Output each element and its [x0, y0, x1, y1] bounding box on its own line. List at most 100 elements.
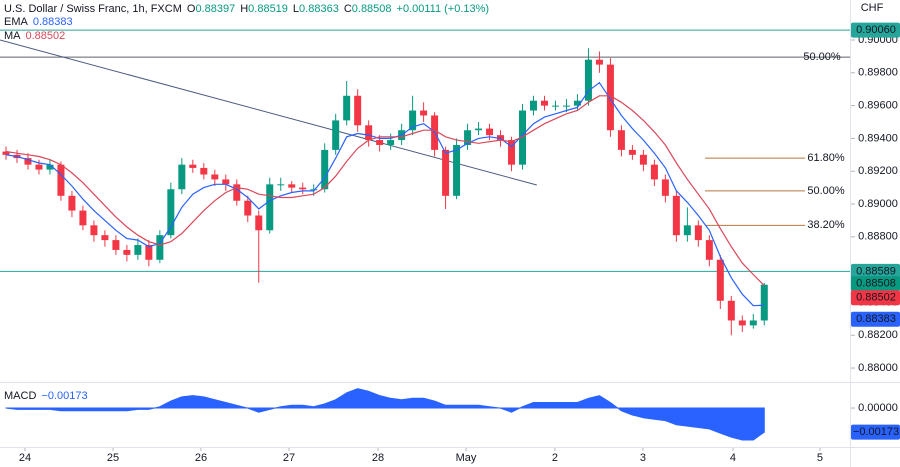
x-tick-label: 4	[730, 452, 736, 464]
candle-body	[101, 235, 109, 241]
price-tag-label: 0.88589	[856, 265, 896, 277]
candle-body	[277, 184, 285, 186]
candle-body	[112, 240, 120, 250]
candle-body	[255, 215, 263, 231]
candle-body	[365, 125, 373, 141]
legend-value: 0.88502	[26, 30, 66, 42]
candle-body	[24, 158, 32, 165]
ohlc-key: O	[187, 3, 196, 15]
candle-body	[716, 259, 724, 301]
candle-body	[497, 135, 505, 141]
candle-body	[79, 210, 87, 226]
candle-body	[46, 164, 54, 170]
candle-body	[475, 128, 483, 131]
indicator-line	[5, 95, 765, 287]
price-tag-label: 0.88502	[856, 292, 896, 304]
symbol-title: U.S. Dollar / Swiss Franc, 1h, FXCM	[4, 3, 182, 15]
candle-body	[167, 189, 175, 236]
y-tick-label: 0.88800	[858, 231, 898, 243]
candle-body	[760, 284, 768, 321]
fib-label: 38.20%	[807, 219, 845, 231]
price-tag	[851, 424, 900, 440]
candle-body	[661, 179, 669, 196]
y-tick-label: 0.89200	[858, 165, 898, 177]
x-tick-label: 28	[372, 452, 384, 464]
candle-body	[705, 240, 713, 260]
ema-legend: EMA 0.88383	[4, 16, 73, 28]
candle-body	[551, 105, 559, 107]
candle-body	[266, 184, 274, 231]
indicator-line	[5, 81, 765, 307]
candle-body	[639, 154, 647, 165]
candle-body	[376, 140, 384, 145]
x-tick-label: 26	[195, 452, 207, 464]
candle-body	[343, 95, 351, 121]
legend-name: MACD	[4, 390, 36, 402]
candle-body	[299, 187, 307, 190]
candle-body	[519, 110, 527, 165]
candle-body	[68, 195, 76, 211]
y-tick-label: 0.89600	[858, 100, 898, 112]
candle-body	[540, 100, 548, 106]
change: +0.00111 (+0.13%)	[397, 3, 490, 15]
ma-legend: MA 0.88502	[4, 30, 65, 42]
candle-body	[211, 174, 219, 180]
candle-body	[90, 225, 98, 236]
candle-body	[486, 128, 494, 136]
legend-name: MA	[4, 30, 21, 42]
y-tick-label: 0.89400	[858, 132, 898, 144]
y-tick-label: 0.88000	[858, 362, 898, 374]
candle-body	[727, 300, 735, 321]
candle-body	[420, 110, 428, 116]
candle-body	[123, 249, 131, 255]
candle-body	[321, 149, 329, 190]
candle-body	[288, 184, 296, 188]
candle-body	[683, 225, 691, 236]
candle-body	[453, 144, 461, 196]
candle-body	[2, 151, 10, 155]
candle-body	[530, 100, 538, 111]
candle-body	[57, 164, 65, 196]
x-tick-label: 24	[19, 452, 31, 464]
ohlc-value: 0.88397	[195, 3, 235, 15]
price-tag	[851, 263, 900, 279]
price-tag-label: 0.90060	[856, 24, 896, 36]
ohlc-key: H	[240, 3, 248, 15]
macd-area	[5, 388, 765, 441]
y-tick-label: 0.89000	[858, 198, 898, 210]
candle-body	[650, 164, 658, 180]
candle-body	[738, 320, 746, 326]
candle-body	[189, 164, 197, 168]
candle-body	[156, 235, 164, 260]
legend-name: EMA	[4, 16, 29, 28]
candle-body	[562, 105, 570, 107]
candle-body	[178, 164, 186, 190]
level-label: 50.00%	[803, 51, 841, 63]
price-tag-label: 0.88508	[856, 278, 896, 290]
candle-body	[387, 140, 395, 145]
price-tag	[851, 276, 900, 292]
plot: 50.00% 61.80% 50.00% 38.20%	[0, 29, 850, 441]
candle-body	[464, 130, 472, 145]
x-tick-label: 2	[552, 452, 558, 464]
currency: CHF	[861, 2, 884, 14]
candle-body	[573, 100, 581, 106]
price-tag	[851, 290, 900, 306]
candle-body	[354, 95, 362, 126]
legend: U.S. Dollar / Swiss Franc, 1h, FXCM O0.88…	[4, 2, 884, 402]
ohlc-value: 0.88508	[352, 3, 392, 15]
candle-body	[672, 195, 680, 236]
candle-body	[508, 140, 516, 165]
x-tick-label: 27	[283, 452, 295, 464]
legend-value: −0.00173	[41, 390, 87, 402]
macd-legend: MACD −0.00173	[4, 390, 88, 402]
header: U.S. Dollar / Swiss Franc, 1h, FXCM O0.88…	[4, 3, 489, 15]
axes: 0.900000.898000.896000.894000.892000.890…	[19, 22, 900, 464]
y-tick-label: 0.00000	[858, 402, 898, 414]
price-tag-label: −0.00173	[853, 426, 899, 438]
candle-body	[200, 167, 208, 175]
legend-value: 0.88383	[33, 16, 73, 28]
candle-body	[409, 110, 417, 131]
